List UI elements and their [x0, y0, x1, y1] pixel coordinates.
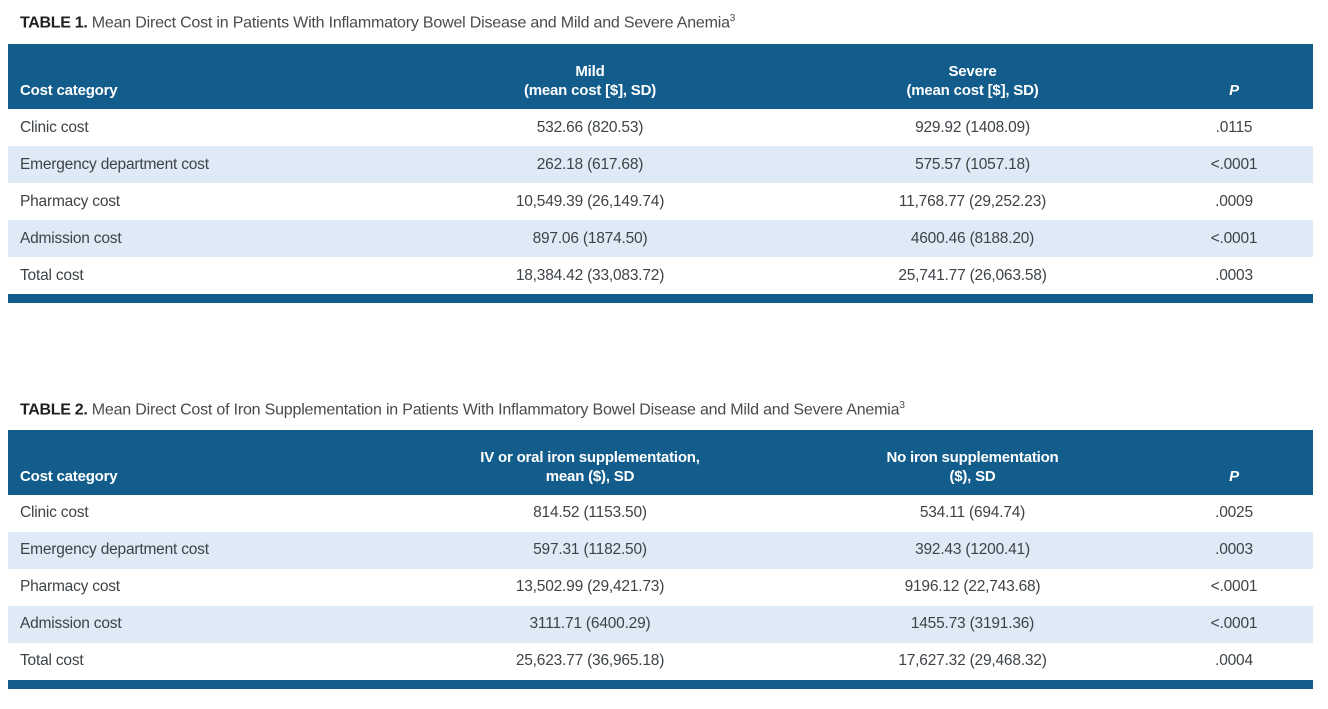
- table1: Cost category Mild (mean cost [$], SD) S…: [8, 44, 1313, 295]
- row-label: Admission cost: [20, 229, 122, 247]
- table2-section: TABLE 2. Mean Direct Cost of Iron Supple…: [8, 303, 1313, 689]
- row-label: Total cost: [20, 266, 84, 284]
- no-iron-value-cell: 17,627.32 (29,468.32): [898, 652, 1047, 670]
- table1-header-severe-line2: (mean cost [$], SD): [906, 82, 1039, 100]
- row-label: Pharmacy cost: [20, 578, 120, 596]
- table-row: Pharmacy cost 10,549.39 (26,149.74) 11,7…: [8, 183, 1313, 221]
- table2-header-no-iron-line2: ($), SD: [949, 467, 996, 485]
- p-value-cell: <.0001: [1210, 229, 1258, 247]
- p-value-cell: <.0001: [1210, 615, 1258, 633]
- row-label: Emergency department cost: [20, 541, 209, 559]
- severe-value-cell: 11,768.77 (29,252.23): [898, 192, 1047, 210]
- mild-value-cell: 262.18 (617.68): [536, 155, 644, 173]
- p-value-cell: .0003: [1215, 541, 1253, 559]
- p-value-cell: .0004: [1215, 652, 1253, 670]
- iron-supp-value-cell: 3111.71 (6400.29): [529, 615, 651, 633]
- row-label: Total cost: [20, 652, 84, 670]
- table-row: Emergency department cost 262.18 (617.68…: [8, 146, 1313, 184]
- table1-header-mild-line2: (mean cost [$], SD): [523, 82, 657, 100]
- table2-title-citation: 3: [899, 400, 905, 412]
- severe-value-cell: 25,741.77 (26,063.58): [898, 266, 1047, 284]
- table1-header-p: P: [1155, 44, 1313, 110]
- table1-header-severe-line1: Severe: [948, 63, 997, 81]
- severe-value-cell: 4600.46 (8188.20): [910, 229, 1035, 247]
- table1-bottom-rule: [8, 294, 1313, 304]
- no-iron-value-cell: 9196.12 (22,743.68): [904, 578, 1041, 596]
- table2-header-iv-iron: IV or oral iron supplementation, mean ($…: [390, 429, 790, 495]
- table-row: Admission cost 3111.71 (6400.29) 1455.73…: [8, 605, 1313, 643]
- iron-supp-value-cell: 597.31 (1182.50): [533, 541, 647, 559]
- table1-header-severe: Severe (mean cost [$], SD): [790, 44, 1155, 110]
- table2-title-text: Mean Direct Cost of Iron Supplementation…: [87, 401, 900, 419]
- table1-header-mild-line1: Mild: [575, 63, 605, 81]
- table1-title-text: Mean Direct Cost in Patients With Inflam…: [87, 14, 730, 32]
- table1-header-mild: Mild (mean cost [$], SD): [390, 44, 790, 110]
- iron-supp-value-cell: 25,623.77 (36,965.18): [515, 652, 665, 670]
- mild-value-cell: 18,384.42 (33,083.72): [515, 266, 665, 284]
- p-value-cell: <.0001: [1210, 578, 1258, 596]
- table1-header-row: Cost category Mild (mean cost [$], SD) S…: [8, 44, 1313, 110]
- no-iron-value-cell: 534.11 (694.74): [919, 504, 1026, 522]
- row-label: Clinic cost: [20, 118, 89, 136]
- table2-body: Clinic cost 814.52 (1153.50) 534.11 (694…: [8, 494, 1313, 680]
- p-value-cell: .0003: [1215, 266, 1253, 284]
- table2-title: TABLE 2. Mean Direct Cost of Iron Supple…: [20, 303, 1313, 420]
- table2: Cost category IV or oral iron supplement…: [8, 429, 1313, 680]
- table1-header-cost-category: Cost category: [8, 44, 390, 110]
- table2-header-row: Cost category IV or oral iron supplement…: [8, 429, 1313, 495]
- p-value-cell: .0115: [1215, 118, 1253, 136]
- table1-body: Clinic cost 532.66 (820.53) 929.92 (1408…: [8, 109, 1313, 295]
- table2-header-no-iron: No iron supplementation ($), SD: [790, 429, 1155, 495]
- table2-header-cost-category: Cost category: [8, 429, 390, 495]
- p-value-cell: .0025: [1215, 504, 1253, 522]
- table1-title: TABLE 1. Mean Direct Cost in Patients Wi…: [20, 0, 1313, 33]
- table-row: Emergency department cost 597.31 (1182.5…: [8, 531, 1313, 569]
- iron-supp-value-cell: 814.52 (1153.50): [533, 504, 647, 522]
- table-row: Total cost 18,384.42 (33,083.72) 25,741.…: [8, 257, 1313, 295]
- mild-value-cell: 10,549.39 (26,149.74): [515, 192, 665, 210]
- table-row: Clinic cost 532.66 (820.53) 929.92 (1408…: [8, 109, 1313, 147]
- table-row: Admission cost 897.06 (1874.50) 4600.46 …: [8, 220, 1313, 258]
- table2-header: Cost category IV or oral iron supplement…: [8, 429, 1313, 495]
- row-label: Emergency department cost: [20, 155, 209, 173]
- mild-value-cell: 532.66 (820.53): [536, 118, 644, 136]
- table2-title-prefix: TABLE 2.: [20, 401, 88, 419]
- p-value-cell: .0009: [1215, 192, 1253, 210]
- severe-value-cell: 575.57 (1057.18): [915, 155, 1030, 173]
- table2-header-iv-iron-line2: mean ($), SD: [545, 467, 635, 485]
- table2-header-no-iron-line1: No iron supplementation: [886, 448, 1059, 466]
- table-row: Pharmacy cost 13,502.99 (29,421.73) 9196…: [8, 568, 1313, 606]
- mild-value-cell: 897.06 (1874.50): [532, 229, 648, 247]
- table-row: Clinic cost 814.52 (1153.50) 534.11 (694…: [8, 494, 1313, 532]
- table1-header: Cost category Mild (mean cost [$], SD) S…: [8, 44, 1313, 110]
- table1-title-citation: 3: [729, 13, 736, 24]
- p-value-cell: <.0001: [1210, 155, 1258, 173]
- table1-title-prefix: TABLE 1.: [20, 14, 88, 32]
- row-label: Admission cost: [20, 615, 122, 633]
- row-label: Pharmacy cost: [20, 192, 120, 210]
- table-row: Total cost 25,623.77 (36,965.18) 17,627.…: [8, 642, 1313, 680]
- table2-header-p: P: [1155, 429, 1313, 495]
- no-iron-value-cell: 392.43 (1200.41): [915, 541, 1030, 559]
- table1-section: TABLE 1. Mean Direct Cost in Patients Wi…: [8, 0, 1313, 304]
- no-iron-value-cell: 1455.73 (3191.36): [910, 615, 1035, 633]
- severe-value-cell: 929.92 (1408.09): [915, 118, 1030, 136]
- table2-bottom-rule: [8, 679, 1313, 689]
- iron-supp-value-cell: 13,502.99 (29,421.73): [515, 578, 665, 596]
- row-label: Clinic cost: [20, 504, 89, 522]
- table2-header-iv-iron-line1: IV or oral iron supplementation,: [480, 448, 700, 466]
